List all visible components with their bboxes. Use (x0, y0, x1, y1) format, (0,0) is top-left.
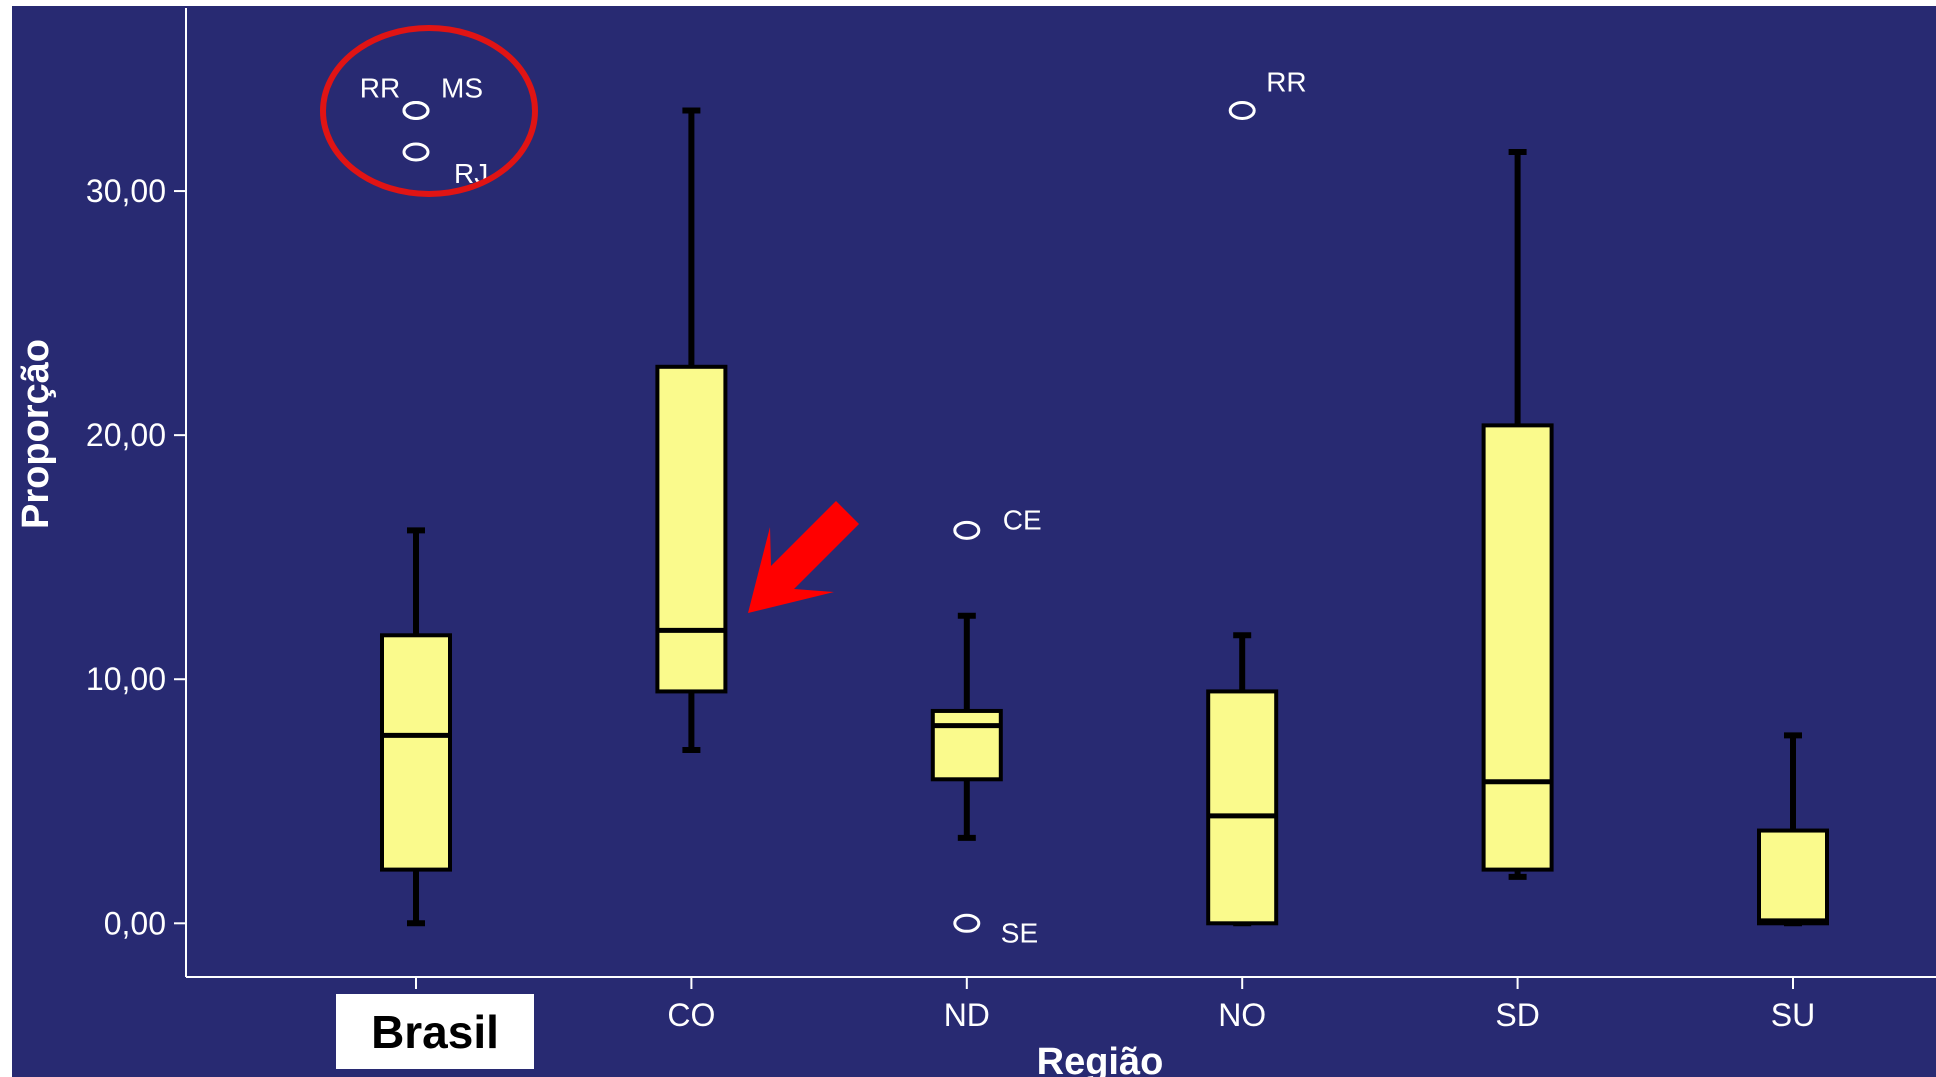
box-nd (930, 612, 1003, 841)
box-brasil (380, 527, 452, 927)
y-tick-label: 10,00 (86, 661, 166, 697)
box-sd (1481, 149, 1554, 880)
iqr-box (1757, 828, 1829, 926)
outlier-label: CE (1003, 504, 1042, 535)
x-tick-label: ND (944, 997, 990, 1033)
x-tick-label: CO (667, 997, 715, 1033)
outlier-label: SE (1001, 917, 1038, 948)
outlier-point (1228, 101, 1256, 121)
box-su (1757, 732, 1829, 927)
x-tick-label: SD (1495, 997, 1539, 1033)
outlier-label: RR (1266, 67, 1306, 98)
brasil-label-box (336, 994, 534, 1069)
iqr-box (930, 708, 1003, 782)
box-co (655, 107, 728, 754)
x-axis-title: Região (1037, 1041, 1164, 1077)
x-tick-label: SU (1771, 997, 1815, 1033)
outlier-label: RR (360, 73, 400, 104)
outlier-point (402, 101, 430, 121)
outlier-label: MS (441, 73, 483, 104)
iqr-box (655, 364, 728, 694)
axes: 0,00 10,00 20,00 30,00 CO ND NO SD SU (86, 8, 1936, 1033)
y-axis-title: Proporção (15, 339, 57, 529)
outlier-point (953, 913, 981, 933)
y-tick-label: 30,00 (86, 173, 166, 209)
outlier-highlight-circle (320, 25, 538, 197)
box-no (1206, 632, 1279, 927)
iqr-box (1206, 689, 1279, 926)
annotations: Brasil (320, 25, 859, 1069)
iqr-box (380, 633, 452, 872)
outlier-point (953, 520, 981, 540)
arrow-icon (748, 501, 859, 613)
x-tick-label: NO (1218, 997, 1266, 1033)
iqr-box (1481, 423, 1554, 872)
y-tick-label: 20,00 (86, 417, 166, 453)
brasil-label: Brasil (371, 1006, 499, 1058)
outlier-point (402, 142, 430, 162)
chart-background (12, 6, 1936, 1077)
y-tick-label: 0,00 (104, 905, 166, 941)
box-series (380, 107, 1829, 927)
